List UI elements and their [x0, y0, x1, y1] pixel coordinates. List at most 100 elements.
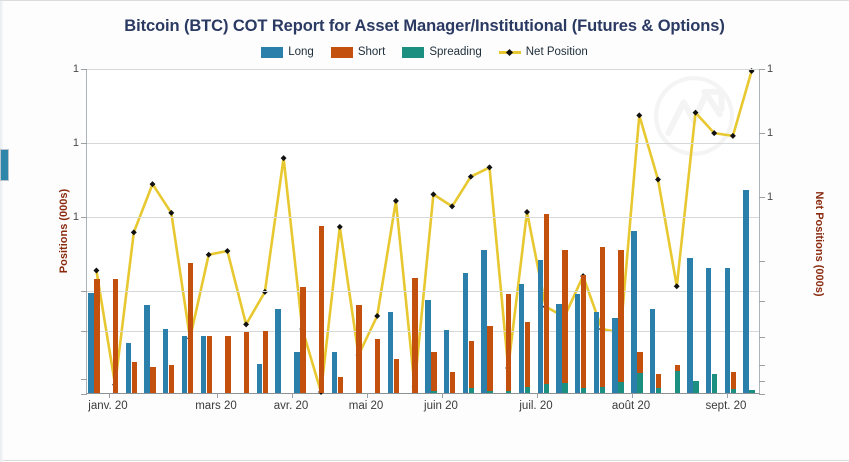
y-axis-right-tick: [759, 337, 765, 338]
bar-long: [537, 259, 543, 393]
bar-spreading: [431, 391, 437, 393]
bar-long: [556, 304, 562, 393]
legend-item-long[interactable]: Long: [261, 46, 314, 58]
bar-short: [356, 305, 362, 393]
bar-short: [506, 293, 512, 393]
net-position-polyline: [95, 70, 753, 394]
y-axis-right-ticklabel: 1: [767, 127, 774, 139]
bar-long: [574, 293, 581, 393]
x-axis-tick: [727, 393, 728, 398]
net-position-marker: [673, 283, 680, 290]
bar-long: [706, 267, 712, 393]
bar-short: [94, 279, 100, 393]
y-axis-right-ticklabel: 1: [767, 191, 774, 203]
bar-long: [743, 189, 749, 393]
bar-short: [618, 250, 624, 393]
y-axis-right-tick: [759, 394, 765, 395]
bar-spreading: [674, 371, 680, 393]
y-axis-left-tick: [81, 394, 87, 395]
bar-spreading: [730, 388, 737, 393]
bar-short: [580, 275, 587, 393]
plot-area: 1 1 1 1 1 1: [73, 63, 773, 398]
y-axis-right-ticklabel: 1: [767, 63, 774, 75]
bar-short: [655, 374, 662, 393]
bar-long: [631, 230, 637, 393]
bar-long: [612, 318, 618, 393]
bar-long: [443, 329, 450, 393]
bar-spreading: [543, 384, 549, 393]
x-axis-label: août 20: [611, 400, 651, 412]
net-position-marker: [729, 132, 736, 139]
bar-long: [481, 250, 487, 393]
legend-item-short[interactable]: Short: [330, 46, 386, 58]
bar-spreading: [618, 382, 624, 393]
bar-short: [169, 365, 175, 393]
bar-short: [187, 263, 194, 393]
bar-short: [300, 287, 306, 393]
y-axis-right-tick: [759, 381, 765, 382]
bar-long: [144, 305, 150, 393]
legend-label: Long: [288, 46, 314, 58]
x-axis-label: juil. 20: [519, 400, 553, 412]
legend-item-net-position[interactable]: Net Position: [498, 46, 588, 58]
bar-long: [649, 308, 656, 393]
legend-label: Short: [357, 46, 386, 58]
bar-short: [150, 367, 156, 393]
bar-short: [543, 214, 549, 393]
bar-spreading: [468, 388, 475, 393]
plot-wrapper: 1 1 1 1 1 1: [73, 63, 773, 398]
bar-spreading: [599, 386, 606, 393]
y-axis-right-tick: [759, 365, 765, 366]
bar-spreading: [580, 388, 587, 393]
bar-short: [468, 341, 475, 393]
legend-swatch-icon: [261, 46, 284, 58]
y-axis-left-ticklabel: 1: [72, 211, 79, 223]
x-axis-label: juin 20: [424, 400, 458, 412]
bar-short: [131, 362, 138, 393]
bar-short: [243, 332, 250, 393]
y-axis-right-title: Net Positions (000s): [813, 191, 825, 297]
net-position-marker: [93, 267, 100, 274]
legend-line-marker-icon: [498, 47, 521, 58]
legend-item-spreading[interactable]: Spreading: [402, 46, 482, 58]
bar-short: [524, 321, 531, 393]
x-axis-label: avr. 20: [273, 400, 309, 412]
bar-short: [412, 277, 418, 393]
bar-spreading: [655, 388, 662, 393]
bar-long: [724, 267, 731, 393]
bar-long: [181, 336, 188, 393]
x-axis-label: mars 20: [195, 400, 237, 412]
bar-spreading: [506, 390, 512, 393]
x-axis-tick: [537, 393, 538, 398]
page-title: Bitcoin (BTC) COT Report for Asset Manag…: [124, 17, 725, 35]
gridline: [87, 331, 759, 332]
bar-long: [518, 284, 525, 393]
bar-spreading: [524, 387, 531, 393]
x-axis-tick: [442, 393, 443, 398]
left-edge-rail: [0, 1, 3, 462]
net-position-marker: [205, 251, 212, 258]
chart-legend: Long Short Spreading Net Position: [0, 46, 849, 58]
bar-long: [425, 299, 431, 393]
x-axis-label: janv. 20: [88, 400, 128, 412]
bar-long: [88, 293, 94, 393]
left-edge-tab[interactable]: [0, 149, 9, 181]
bar-short: [337, 376, 343, 393]
y-axis-left-tick: [81, 217, 87, 218]
bar-long: [256, 363, 263, 393]
bar-spreading: [712, 374, 718, 393]
bar-spreading: [749, 389, 755, 393]
y-axis-left-title: Positions (000s): [58, 188, 70, 273]
bar-spreading: [487, 390, 493, 393]
x-axis-label: sept. 20: [705, 400, 747, 412]
bar-long: [294, 352, 300, 393]
bar-short: [449, 371, 456, 393]
bar-spreading: [637, 372, 643, 393]
bar-long: [593, 311, 600, 393]
x-axis-tick: [109, 393, 110, 398]
bar-long: [275, 308, 281, 393]
y-axis-right-tick: [759, 69, 765, 70]
net-position-marker: [224, 248, 231, 254]
y-axis-right-tick: [759, 261, 765, 262]
